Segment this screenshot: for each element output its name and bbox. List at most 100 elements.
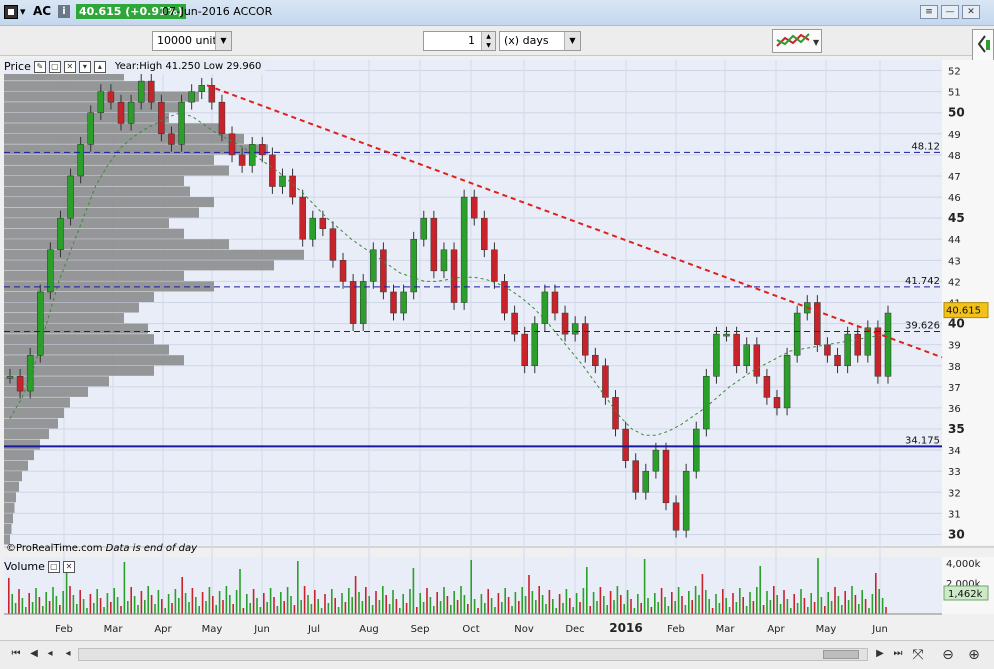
maximize-panel-icon[interactable]: ▢ [48, 60, 61, 73]
units-select[interactable]: 10000 units ▼ [152, 31, 232, 51]
period-stepper[interactable]: 1 ▲ ▼ [423, 31, 496, 51]
volume-bar [14, 603, 17, 614]
candle-body [773, 397, 781, 409]
volume-bar [82, 599, 85, 614]
volume-profile-bar [4, 344, 169, 355]
ticker-dropdown-arrow-icon[interactable]: ▾ [20, 5, 26, 18]
close-panel-icon[interactable]: ✕ [62, 560, 75, 573]
volume-bar [232, 604, 234, 614]
scroll-first-icon[interactable]: ⏮ [11, 648, 21, 659]
volume-bar [368, 596, 370, 614]
volume-profile-bar [4, 365, 154, 376]
volume-bar [885, 607, 887, 614]
y-tick-label: 42 [948, 277, 961, 288]
volume-bar [256, 598, 258, 614]
volume-bar [800, 589, 802, 614]
volume-profile-bar [4, 186, 190, 197]
minimize-icon[interactable]: — [941, 5, 959, 19]
chevron-down-icon[interactable]: ▼ [564, 32, 580, 50]
price-panel-header: Price ✎ ▢ ✕ ▾ ▴ Year:High 41.250 Low 29.… [4, 59, 266, 74]
candle-body [541, 291, 549, 324]
scroll-last-icon[interactable]: ⏭ [893, 648, 903, 659]
candle-body [733, 333, 740, 367]
y-tick-label: 30 [948, 527, 965, 541]
chevron-down-icon[interactable]: ▼ [215, 32, 231, 50]
candle-body [622, 428, 629, 461]
volume-bar [606, 605, 608, 614]
ticker-symbol[interactable]: AC [33, 4, 52, 18]
y-tick-label: 32 [948, 488, 961, 499]
close-icon[interactable]: ✕ [962, 5, 980, 19]
volume-bar [487, 589, 489, 614]
volume-profile-bar [4, 249, 304, 260]
spin-arrows-icon[interactable]: ▲ ▼ [481, 32, 495, 50]
volume-bar [813, 602, 816, 614]
close-panel-icon[interactable]: ✕ [63, 60, 76, 73]
volume-bar [120, 606, 122, 614]
volume-bar [592, 592, 595, 614]
volume-bar [762, 605, 765, 614]
volume-bar [365, 587, 367, 614]
title-text: 07-Jun-2016 ACCOR [162, 5, 272, 18]
volume-bar [708, 599, 710, 614]
scroll-left-icon[interactable]: ◂ [47, 648, 53, 659]
wrench-icon[interactable]: ✎ [33, 60, 46, 73]
y-tick-label: 47 [948, 172, 961, 183]
volume-bar [664, 597, 666, 614]
scroll-right-icon[interactable]: ▶ [876, 648, 884, 659]
x-tick-label: Mar [716, 624, 736, 635]
info-icon[interactable]: i [58, 5, 70, 18]
volume-bar [150, 595, 153, 614]
period-unit-select[interactable]: (x) days ▼ [499, 31, 581, 51]
zoom-out-icon[interactable]: ⊖ [942, 647, 954, 663]
volume-profile-bar [4, 81, 154, 92]
maximize-panel-icon[interactable]: ▢ [47, 560, 60, 573]
y-tick-label: 34 [948, 446, 961, 457]
volume-bar [694, 586, 697, 614]
scroll-left-fast-icon[interactable]: ◀ [30, 648, 38, 659]
volume-bar [558, 594, 561, 614]
candle-body [693, 428, 700, 472]
menu-button[interactable]: ≡ [920, 5, 938, 19]
volume-bar [212, 596, 214, 614]
volume-bar [361, 601, 364, 614]
candle-body [67, 175, 74, 219]
candle-body [410, 238, 417, 293]
volume-bar [31, 602, 34, 614]
volume-bar [596, 601, 598, 614]
moving-average-line [9, 112, 889, 436]
volume-bar [620, 595, 622, 614]
x-tick-label: 2016 [609, 621, 642, 635]
volume-bar [494, 607, 496, 614]
scrollbar-thumb[interactable] [823, 650, 859, 659]
volume-bar [711, 608, 714, 614]
chart-style-button[interactable]: ▼ [772, 29, 822, 53]
volume-bar [701, 574, 704, 614]
volume-bar [715, 594, 717, 614]
scroll-left-small-icon[interactable]: ◂ [65, 648, 71, 659]
candle-body [420, 217, 428, 240]
horizontal-scrollbar[interactable] [78, 648, 868, 661]
candle-body [127, 101, 135, 124]
candle-body [834, 354, 841, 367]
volume-bar [613, 600, 615, 614]
window-icon[interactable] [4, 5, 18, 19]
volume-bar [742, 597, 744, 614]
volume-profile-bar [4, 471, 22, 482]
level-label: 48.12 [911, 141, 940, 152]
zoom-fit-icon[interactable]: ⤧ [912, 647, 924, 663]
volume-bar [878, 589, 880, 614]
volume-bar [810, 593, 812, 614]
volume-bar [759, 566, 761, 614]
move-up-icon[interactable]: ▴ [93, 60, 106, 73]
x-tick-label: Jul [307, 624, 320, 635]
volume-bar [820, 597, 823, 614]
volume-bar [419, 593, 421, 614]
x-tick-label: Nov [514, 624, 534, 635]
volume-bar [803, 598, 806, 614]
volume-bar [198, 606, 200, 614]
move-down-icon[interactable]: ▾ [78, 60, 91, 73]
volume-bar [371, 605, 374, 614]
price-chart[interactable]: 5251504948474645444342414039383736353433… [0, 56, 994, 640]
zoom-in-icon[interactable]: ⊕ [968, 647, 980, 663]
